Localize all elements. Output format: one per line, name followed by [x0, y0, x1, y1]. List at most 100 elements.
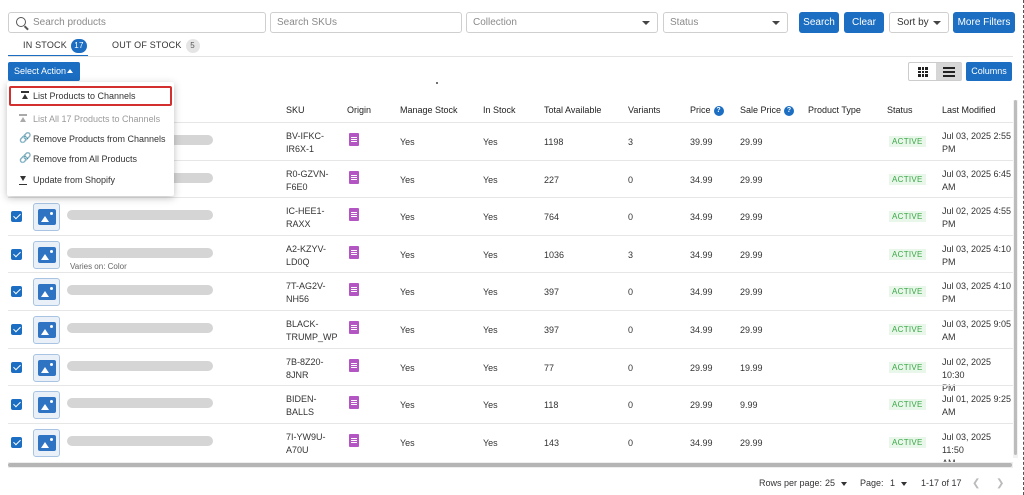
document-icon[interactable] — [349, 245, 359, 259]
product-thumbnail[interactable] — [33, 428, 60, 457]
status-badge: ACTIVE — [889, 136, 926, 147]
table-row[interactable]: BLACK- TRUMP_WP Yes Yes 397 0 34.99 29.99 ACTIVE… — [8, 310, 1013, 348]
table-header: SKU Origin Manage Stock In Stock Total A… — [8, 96, 1013, 122]
sku-cell: A2-KZYV- LD0Q — [286, 243, 327, 267]
column-header-total-available[interactable]: Total Available — [544, 105, 602, 115]
document-icon[interactable] — [349, 208, 359, 222]
columns-button[interactable]: Columns — [966, 62, 1012, 81]
horizontal-scrollbar[interactable] — [8, 462, 1013, 468]
product-name-placeholder[interactable] — [67, 247, 213, 258]
table-row[interactable]: BIDEN- BALLS Yes Yes 118 0 29.99 9.99 ACTIVE Jul … — [8, 385, 1013, 423]
in-stock-cell: Yes — [483, 437, 498, 448]
column-header-product-type[interactable]: Product Type — [808, 105, 861, 115]
row-checkbox[interactable] — [11, 436, 22, 448]
document-icon[interactable] — [349, 133, 359, 146]
table-row[interactable]: Varies on: Color A2-KZYV- LD0Q Yes Yes 1036 3 3… — [8, 234, 1013, 273]
tab-in-stock[interactable]: IN STOCK 17 — [8, 37, 88, 57]
column-header-manage-stock[interactable]: Manage Stock — [400, 105, 458, 115]
document-icon[interactable] — [349, 358, 359, 372]
document-icon[interactable] — [349, 396, 359, 410]
table-row[interactable]: 7I-YW9U- A70U Yes Yes 143 0 34.99 29.99 ACTIVE Ju… — [8, 422, 1013, 468]
document-icon[interactable] — [349, 321, 359, 334]
document-icon[interactable] — [349, 283, 359, 297]
product-thumbnail[interactable] — [33, 240, 60, 269]
last-modified-cell: Jul 03, 2025 4:10 PM — [942, 281, 1012, 305]
column-header-status[interactable]: Status — [887, 105, 913, 115]
row-checkbox[interactable] — [11, 248, 22, 260]
product-name-placeholder[interactable] — [67, 435, 213, 446]
rows-per-page-select[interactable]: 25 — [825, 478, 848, 488]
product-name-placeholder[interactable] — [67, 360, 213, 371]
row-checkbox[interactable] — [11, 211, 22, 223]
clear-button[interactable]: Clear — [844, 12, 884, 33]
column-header-origin[interactable]: Origin — [347, 105, 372, 115]
menu-item-remove-products-from-channels[interactable]: 🔗 Remove Products from Channels — [19, 133, 166, 145]
in-stock-cell: Yes — [483, 287, 498, 298]
variants-cell: 0 — [628, 325, 634, 335]
menu-item-remove-from-all-products[interactable]: 🔗 Remove from All Products — [19, 153, 138, 165]
sort-by-select[interactable]: Sort by — [889, 12, 949, 33]
download-icon — [19, 175, 28, 185]
menu-item-update-from-shopify[interactable]: Update from Shopify — [7, 170, 174, 190]
product-name-placeholder[interactable] — [67, 285, 213, 296]
manage-stock-cell: Yes — [400, 437, 415, 448]
manage-stock-cell: Yes — [400, 362, 415, 373]
product-thumbnail[interactable] — [33, 353, 60, 382]
table-row[interactable]: 7B-8Z20- 8JNR Yes Yes 77 0 29.99 19.99 ACTIVE Jul… — [8, 347, 1013, 393]
sku-cell: BV-IFKC- IR6X-1 — [286, 131, 325, 154]
image-icon — [38, 359, 56, 376]
vertical-scrollbar[interactable] — [1013, 100, 1018, 458]
row-checkbox[interactable] — [11, 361, 22, 373]
help-icon[interactable]: ? — [784, 105, 795, 116]
select-action-menu: List Products to Channels List All 17 Pr… — [7, 82, 174, 196]
document-icon[interactable] — [349, 170, 359, 184]
status-select[interactable]: Status — [663, 12, 788, 33]
manage-stock-cell: Yes — [400, 137, 415, 147]
more-filters-button[interactable]: More Filters — [953, 12, 1015, 33]
column-header-variants[interactable]: Variants — [628, 105, 661, 115]
variants-cell: 0 — [628, 437, 634, 448]
product-thumbnail[interactable] — [33, 316, 60, 344]
product-thumbnail[interactable] — [33, 391, 60, 420]
help-icon[interactable]: ? — [713, 105, 724, 116]
product-thumbnail[interactable] — [33, 203, 60, 232]
view-toggle — [908, 62, 962, 81]
product-name-placeholder[interactable] — [67, 323, 213, 333]
column-header-sku[interactable]: SKU — [286, 105, 305, 115]
search-skus-input[interactable]: Search SKUs — [270, 12, 462, 33]
column-header-price[interactable]: Price? — [690, 105, 724, 116]
column-header-last-modified[interactable]: Last Modified — [942, 105, 996, 115]
variants-cell: 0 — [628, 174, 634, 185]
price-cell: 34.99 — [690, 287, 713, 298]
chevron-down-icon — [901, 481, 908, 486]
product-thumbnail[interactable] — [33, 278, 60, 307]
product-name-placeholder[interactable] — [67, 398, 213, 409]
menu-item-list-products-to-channels[interactable]: List Products to Channels — [9, 86, 172, 106]
search-products-input[interactable]: Search products — [8, 12, 266, 33]
next-page-icon[interactable]: ❯ — [996, 478, 1005, 489]
sale-price-cell: 29.99 — [740, 212, 763, 223]
table-row[interactable]: 7T-AG2V- NH56 Yes Yes 397 0 34.99 29.99 ACTIVE Ju… — [8, 272, 1013, 310]
prev-page-icon[interactable]: ❮ — [972, 478, 981, 489]
column-header-in-stock[interactable]: In Stock — [483, 105, 516, 115]
scrollbar-thumb[interactable] — [1014, 100, 1017, 455]
search-button[interactable]: Search — [799, 12, 839, 33]
collection-select[interactable]: Collection — [466, 12, 658, 33]
chevron-down-icon — [841, 481, 848, 486]
select-action-button[interactable]: Select Action — [8, 62, 80, 81]
page-select[interactable]: 1 — [890, 478, 908, 488]
chevron-down-icon — [642, 21, 650, 25]
row-checkbox[interactable] — [11, 399, 22, 411]
last-modified-cell: Jul 03, 2025 9:05 AM — [942, 319, 1012, 342]
row-checkbox[interactable] — [11, 286, 22, 298]
list-view-icon[interactable] — [936, 63, 962, 80]
grid-view-icon[interactable] — [909, 63, 936, 80]
document-icon[interactable] — [349, 433, 359, 447]
column-header-sale-price[interactable]: Sale Price? — [740, 105, 795, 116]
table-row[interactable]: IC-HEE1- RAXX Yes Yes 764 0 34.99 29.99 ACTIVE Ju… — [8, 197, 1013, 235]
tab-out-of-stock[interactable]: OUT OF STOCK 5 — [112, 37, 202, 57]
row-checkbox[interactable] — [11, 324, 22, 335]
scrollbar-thumb[interactable] — [8, 463, 1012, 467]
status-badge: ACTIVE — [889, 436, 926, 448]
product-name-placeholder[interactable] — [67, 210, 213, 221]
